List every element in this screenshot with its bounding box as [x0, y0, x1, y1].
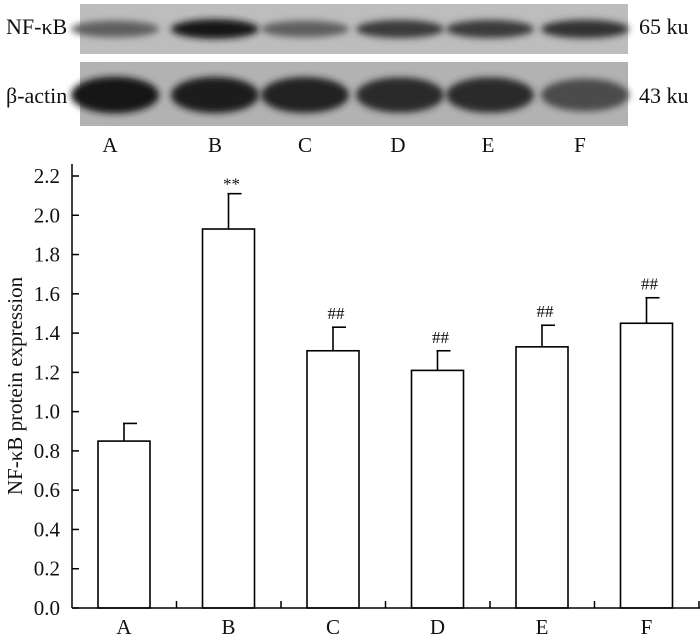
- y-tick-label: 1.8: [34, 243, 60, 267]
- y-tick-label: 1.6: [34, 282, 60, 306]
- blot-band-actin-C: [261, 76, 349, 114]
- y-tick-label: 2.0: [34, 203, 60, 227]
- blot-label-actin: β-actin: [6, 83, 67, 108]
- bar-A: [97, 440, 151, 609]
- x-tick-label: C: [326, 615, 340, 639]
- blot-band-nfkb-A: [71, 20, 159, 38]
- y-tick-label: 0.0: [34, 596, 60, 620]
- blot-band-nfkb-E: [446, 20, 534, 38]
- bar-chart: 0.0 0.2 0.4 0.6 0.8 1.0 1.2 1.4 1.6 1.8 2.0 2.2 ** #…: [3, 164, 700, 639]
- blot-label-nfkb: NF-κB: [6, 14, 67, 39]
- bars: ** ## ## ## ##: [97, 175, 674, 609]
- blot-lane-label: D: [390, 133, 405, 157]
- y-tick-label: 0.6: [34, 478, 60, 502]
- x-tick-label: A: [116, 615, 132, 639]
- blot-lane-label: C: [298, 133, 312, 157]
- blot-band-actin-D: [356, 77, 444, 113]
- x-axis-ticks: A B C D E F: [116, 601, 700, 639]
- blot-band-actin-E: [446, 77, 534, 113]
- x-tick-label: F: [641, 615, 653, 639]
- blot-bands: [71, 19, 629, 114]
- y-tick-label: 1.4: [34, 321, 61, 345]
- y-tick-label: 0.2: [34, 557, 60, 581]
- blot-band-nfkb-D: [356, 20, 444, 38]
- blot-band-nfkb-B: [171, 19, 259, 39]
- significance-label-F: ##: [641, 275, 659, 294]
- blot-lane-label: B: [208, 133, 222, 157]
- blot-lane-label: F: [574, 133, 586, 157]
- bar-C: [306, 349, 360, 609]
- x-tick-label: B: [221, 615, 235, 639]
- blot-band-nfkb-F: [541, 19, 629, 39]
- blot-lane-labels: A B C D E F: [102, 133, 585, 157]
- blot-lane-label: A: [102, 133, 118, 157]
- y-tick-label: 1.0: [34, 400, 60, 424]
- y-tick-label: 0.4: [34, 517, 61, 541]
- y-axis-ticks: 0.0 0.2 0.4 0.6 0.8 1.0 1.2 1.4 1.6 1.8 2.0 2.2: [34, 164, 79, 620]
- blot-band-actin-F: [541, 78, 629, 112]
- y-tick-label: 2.2: [34, 164, 60, 188]
- blot-band-actin-B: [171, 76, 259, 114]
- bar-B: [201, 228, 256, 609]
- blot-size-nfkb: 65 ku: [639, 14, 689, 39]
- significance-label-B: **: [223, 175, 240, 194]
- blot-lane-label: E: [482, 133, 495, 157]
- bar-D: [410, 369, 465, 609]
- y-tick-label: 0.8: [34, 439, 60, 463]
- significance-label-C: ##: [328, 304, 346, 323]
- bar-E: [515, 346, 569, 609]
- significance-label-E: ##: [537, 302, 555, 321]
- western-blot: NF-κB β-actin 65 ku 43 ku A B C D E F: [6, 4, 689, 157]
- x-tick-label: E: [536, 615, 549, 639]
- significance-label-D: ##: [432, 328, 450, 347]
- blot-band-actin-A: [71, 76, 159, 114]
- y-tick-label: 1.2: [34, 360, 60, 384]
- bar-F: [619, 322, 674, 609]
- y-axis-title: NF-κB protein expression: [3, 276, 27, 495]
- blot-size-actin: 43 ku: [639, 83, 689, 108]
- x-tick-label: D: [430, 615, 445, 639]
- blot-band-nfkb-C: [261, 20, 349, 38]
